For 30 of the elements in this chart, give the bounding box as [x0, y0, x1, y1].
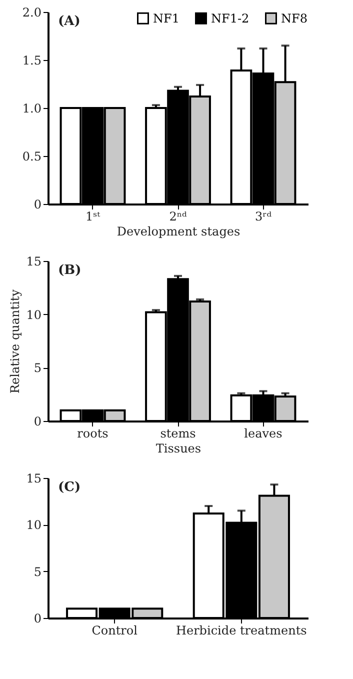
y-tick-label: 0 — [34, 414, 42, 428]
chart-title: (B) — [58, 263, 82, 278]
y-tick-label: 5 — [34, 361, 42, 376]
y-axis-title: Relative quantity — [8, 289, 22, 394]
x-tick-label: roots — [77, 426, 108, 440]
legend-label: NF8 — [281, 11, 308, 26]
y-tick-label: 10 — [26, 518, 42, 532]
legend-label: NF1 — [153, 11, 180, 26]
x-tick-label: Herbicide treatments — [176, 624, 307, 638]
y-tick-label: 15 — [26, 254, 42, 268]
x-tick-label: 2ⁿᵈ — [169, 210, 188, 224]
y-tick-label: 2.0 — [22, 6, 42, 20]
y-tick-label: 0 — [34, 198, 42, 212]
x-tick-label: stems — [160, 426, 196, 440]
x-tick-label: 3ʳᵈ — [254, 210, 272, 224]
chart-title: (C) — [58, 480, 81, 495]
x-axis-title: Development stages — [116, 224, 240, 238]
y-tick-label: 0 — [34, 612, 42, 626]
legend-label: NF1-2 — [211, 11, 250, 26]
y-tick-label: 15 — [26, 472, 42, 486]
x-tick-label: leaves — [244, 426, 282, 440]
y-tick-label: 10 — [26, 308, 42, 322]
x-axis-title: Tissues — [156, 442, 202, 456]
y-tick-label: 5 — [34, 564, 42, 579]
y-tick-label: 1.0 — [22, 102, 42, 116]
x-tick-label: Control — [92, 624, 138, 638]
y-tick-label: 1.5 — [22, 54, 42, 68]
x-tick-label: 1ˢᵗ — [85, 210, 100, 224]
chart-title: (A) — [58, 14, 80, 29]
y-tick-label: 0.5 — [22, 150, 42, 164]
